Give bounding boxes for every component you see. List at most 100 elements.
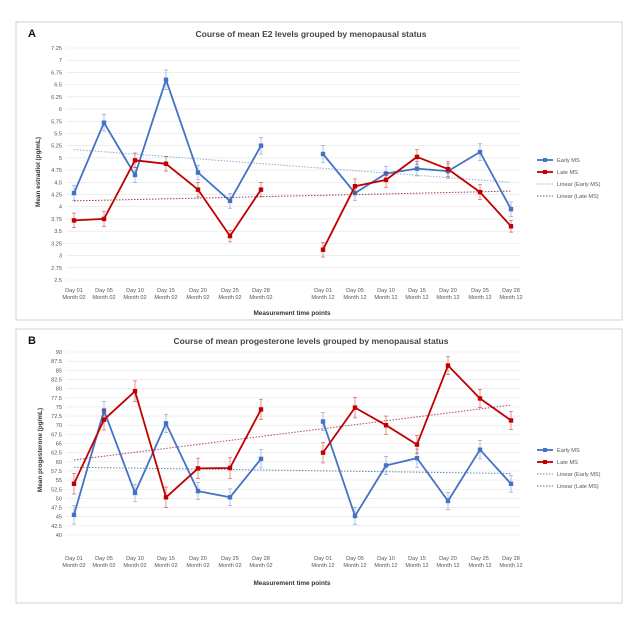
x-tick-label: Month 02 (249, 295, 272, 301)
x-tick-label: Month 02 (62, 295, 85, 301)
data-point (508, 481, 514, 486)
data-point (227, 495, 233, 500)
x-tick-label: Day 25 (221, 288, 239, 294)
y-tick-label: 3.75 (51, 217, 62, 223)
y-tick-label: 5.5 (54, 131, 62, 137)
data-point (477, 447, 483, 452)
data-point (163, 495, 169, 500)
data-point (414, 455, 420, 461)
data-point (414, 154, 420, 160)
panel-b-grid (66, 351, 520, 536)
data-point (101, 216, 107, 222)
x-tick-label: Day 05 (95, 556, 113, 562)
data-point (383, 423, 389, 428)
x-tick-label: Month 02 (218, 563, 241, 569)
data-point (71, 481, 77, 486)
data-point (352, 405, 358, 410)
panel-a: A Course of mean E2 levels grouped by me… (15, 21, 623, 321)
x-tick-label: Month 02 (186, 563, 209, 569)
y-tick-label: 5 (59, 156, 62, 162)
x-tick-label: Month 02 (92, 295, 115, 301)
y-tick-label: 3 (59, 254, 62, 260)
x-tick-label: Month 12 (436, 563, 459, 569)
x-tick-label: Month 02 (186, 295, 209, 301)
y-tick-label: 90 (56, 350, 62, 356)
data-point (508, 206, 514, 212)
data-point (227, 465, 233, 471)
x-tick-label: Day 20 (439, 288, 457, 294)
x-tick-label: Day 25 (471, 556, 489, 562)
y-tick-label: 47.5 (51, 506, 62, 512)
y-tick-label: 42.5 (51, 524, 62, 530)
x-tick-label: Day 05 (346, 288, 364, 294)
legend-marker (543, 158, 547, 162)
y-tick-label: 77.5 (51, 396, 62, 402)
x-tick-label: Month 02 (123, 563, 146, 569)
y-tick-label: 7 (59, 58, 62, 64)
x-tick-label: Day 15 (408, 556, 426, 562)
x-tick-label: Month 12 (405, 563, 428, 569)
panel-a-title: Course of mean E2 levels grouped by meno… (196, 29, 427, 39)
panel-b-ylabel: Mean progesterone (pg/mL) (37, 408, 44, 492)
panel-b-yticks: 90 87.5 85 82.5 80 77.5 75 72.5 70 67.5 65 62.5 60 57… (51, 350, 62, 539)
data-point (320, 151, 326, 157)
legend-marker (543, 460, 547, 464)
y-tick-label: 4.5 (54, 180, 62, 186)
x-tick-label: Day 10 (126, 288, 144, 294)
data-point (163, 421, 169, 426)
data-point (445, 498, 451, 504)
x-tick-label: Day 01 (65, 288, 83, 294)
y-tick-label: 2.5 (54, 278, 62, 284)
data-point (71, 190, 77, 196)
y-tick-label: 6.75 (51, 70, 62, 76)
data-point (477, 396, 483, 401)
legend-marker (543, 170, 547, 174)
x-tick-label: Month 12 (405, 295, 428, 301)
legend-label: Linear (Early MS) (557, 472, 601, 478)
x-tick-label: Day 20 (189, 556, 207, 562)
trendline (73, 190, 512, 202)
x-tick-label: Month 12 (343, 563, 366, 569)
data-point (195, 466, 201, 471)
y-tick-label: 80 (56, 387, 62, 393)
panel-a-xlabel: Measurement time points (253, 310, 331, 317)
data-point (132, 172, 138, 178)
legend-label: Early MS (557, 158, 580, 164)
x-tick-label: Day 10 (377, 288, 395, 294)
panel-a-letter: A (28, 28, 36, 40)
x-tick-label: Month 02 (123, 295, 146, 301)
legend-label: Late MS (557, 460, 578, 466)
data-point (508, 224, 514, 229)
data-point (258, 187, 264, 192)
y-tick-label: 6.25 (51, 95, 62, 101)
y-tick-label: 82.5 (51, 377, 62, 383)
data-point (414, 166, 420, 171)
data-point (227, 233, 233, 239)
data-point (352, 513, 358, 519)
legend-label: Late MS (557, 170, 578, 176)
y-tick-label: 72.5 (51, 414, 62, 420)
data-point (101, 417, 107, 422)
panel-b-xlabel: Measurement time points (253, 580, 331, 587)
panel-b: B Course of mean progesterone levels gro… (15, 328, 623, 604)
y-tick-label: 5.75 (51, 119, 62, 125)
data-point (132, 388, 138, 394)
y-tick-label: 50 (56, 496, 62, 502)
data-point (258, 143, 264, 148)
y-tick-label: 60 (56, 460, 62, 466)
data-point (477, 149, 483, 155)
data-point (445, 363, 451, 368)
x-tick-label: Month 12 (499, 295, 522, 301)
data-point (445, 166, 451, 172)
data-point (195, 170, 201, 175)
y-tick-label: 4.25 (51, 193, 62, 199)
x-tick-label: Month 02 (92, 563, 115, 569)
data-point (320, 247, 326, 252)
x-tick-label: Day 05 (95, 288, 113, 294)
y-tick-label: 70 (56, 423, 62, 429)
y-tick-label: 65 (56, 442, 62, 448)
x-tick-label: Day 10 (126, 556, 144, 562)
